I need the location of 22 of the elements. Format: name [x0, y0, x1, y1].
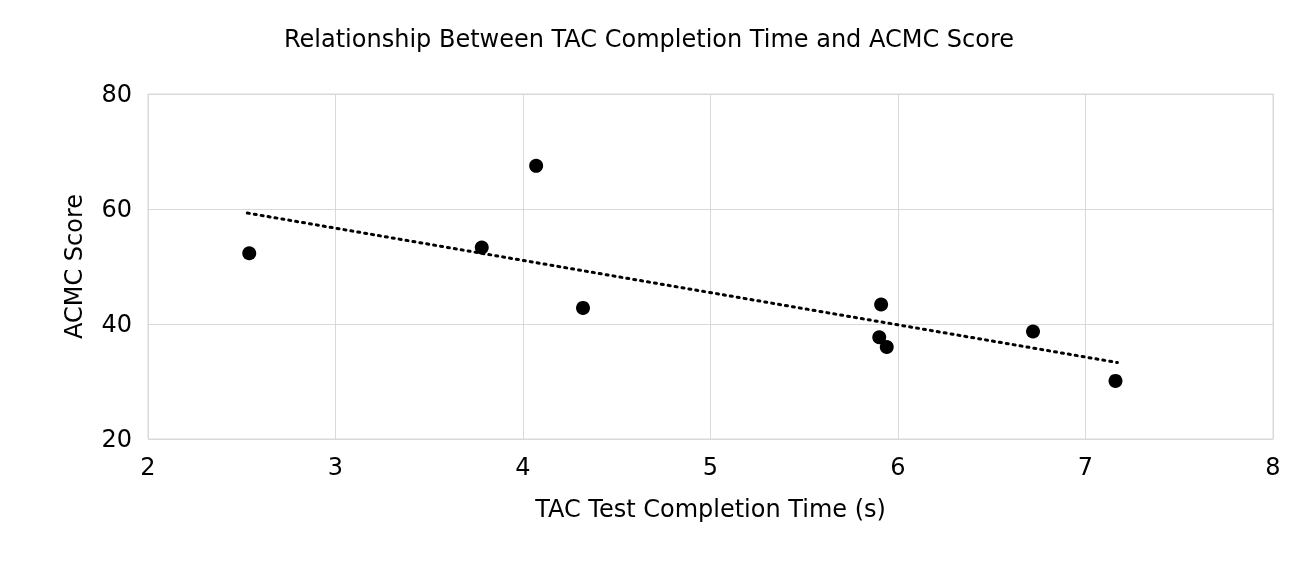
x-tick-label: 7 [1077, 453, 1094, 481]
x-tick-label: 8 [1265, 453, 1281, 481]
point [1026, 324, 1040, 339]
point [529, 158, 544, 173]
y-axis-title: ACMC Score [60, 193, 88, 340]
point [879, 340, 894, 354]
x-tick-label: 4 [515, 453, 531, 481]
point [1108, 373, 1123, 388]
x-tick-label: 5 [702, 453, 719, 481]
y-tick-label: 40 [101, 310, 132, 338]
chart-title: Relationship Between TAC Completion Time and ACMC Score [283, 25, 1015, 53]
x-axis-title: TAC Test Completion Time (s) [534, 495, 886, 523]
point [576, 300, 590, 315]
point [242, 246, 257, 261]
x-tick-label: 2 [140, 453, 156, 481]
y-tick-label: 60 [101, 195, 132, 223]
y-tick-label: 80 [101, 80, 132, 108]
x-tick-label: 6 [890, 453, 906, 481]
x-tick-label: 3 [327, 453, 344, 481]
y-tick-label: 20 [101, 425, 132, 453]
point [872, 330, 887, 345]
point [874, 297, 889, 312]
